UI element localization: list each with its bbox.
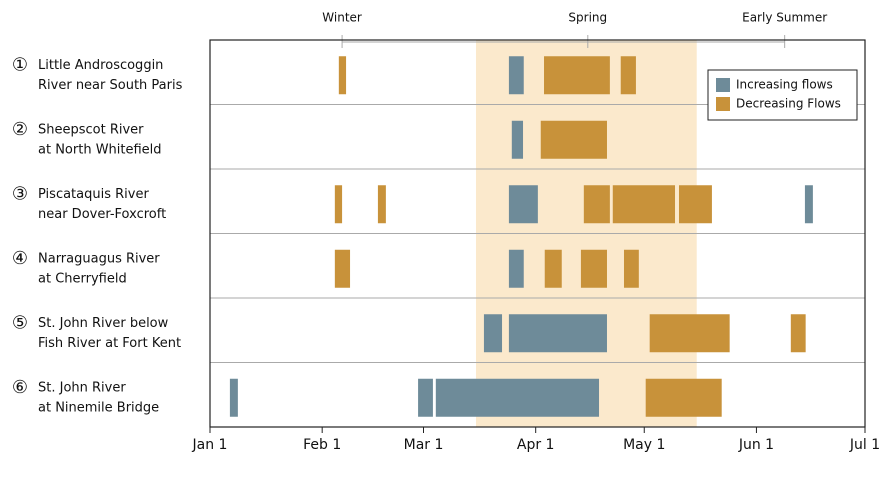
flow-bar bbox=[334, 249, 351, 288]
row-label: at Cherryfield bbox=[38, 271, 127, 286]
x-tick-label: Jan 1 bbox=[192, 437, 228, 453]
flow-bar bbox=[508, 185, 538, 224]
row-number: ④ bbox=[12, 248, 28, 269]
flow-bar bbox=[620, 56, 636, 95]
x-tick-label: May 1 bbox=[623, 437, 665, 453]
flow-bar bbox=[334, 185, 343, 224]
season-label: Winter bbox=[322, 11, 362, 25]
flow-bar bbox=[804, 185, 813, 224]
row-label: Fish River at Fort Kent bbox=[38, 336, 181, 351]
flow-bar bbox=[377, 185, 386, 224]
plot-frame bbox=[209, 39, 866, 428]
row-label: St. John River bbox=[38, 380, 126, 395]
row-number: ③ bbox=[12, 183, 28, 204]
legend-swatch bbox=[716, 78, 730, 92]
row-number: ① bbox=[12, 54, 28, 75]
flow-bar bbox=[508, 56, 524, 95]
row-label: River near South Paris bbox=[38, 78, 183, 93]
flow-bar bbox=[435, 378, 600, 417]
flow-bar bbox=[544, 249, 562, 288]
flow-bar bbox=[580, 249, 607, 288]
season-label: Spring bbox=[568, 11, 607, 25]
flow-bar bbox=[678, 185, 712, 224]
row-number: ⑤ bbox=[12, 312, 28, 333]
flow-bar bbox=[583, 185, 610, 224]
legend-label: Increasing flows bbox=[736, 78, 833, 92]
x-tick-label: Feb 1 bbox=[303, 437, 341, 453]
x-tick-label: Jun 1 bbox=[738, 437, 774, 453]
x-tick-label: Mar 1 bbox=[404, 437, 444, 453]
flow-bar bbox=[418, 378, 433, 417]
row-label: Narraguagus River bbox=[38, 251, 160, 266]
flow-bar bbox=[338, 56, 347, 95]
row-label: at Ninemile Bridge bbox=[38, 400, 159, 415]
flow-bar bbox=[508, 249, 524, 288]
row-label: Little Androscoggin bbox=[38, 58, 163, 73]
flow-bar bbox=[483, 314, 503, 353]
legend-swatch bbox=[716, 97, 730, 111]
row-number: ② bbox=[12, 119, 28, 140]
row-number: ⑥ bbox=[12, 377, 28, 398]
flow-bar bbox=[649, 314, 730, 353]
legend-label: Decreasing Flows bbox=[736, 97, 841, 111]
flow-bar bbox=[229, 378, 238, 417]
row-label: Sheepscot River bbox=[38, 122, 144, 137]
flow-bar bbox=[645, 378, 722, 417]
flow-bar bbox=[612, 185, 676, 224]
x-tick-label: Jul 1 bbox=[849, 437, 880, 453]
row-label: St. John River below bbox=[38, 316, 169, 331]
row-label: at North Whitefield bbox=[38, 142, 162, 157]
flow-bar bbox=[623, 249, 639, 288]
legend-box bbox=[707, 69, 858, 121]
row-label: near Dover-Foxcroft bbox=[38, 207, 166, 222]
flow-bar bbox=[790, 314, 806, 353]
flow-bar bbox=[544, 56, 610, 95]
row-label: Piscataquis River bbox=[38, 187, 149, 202]
x-tick-label: Apr 1 bbox=[517, 437, 555, 453]
flow-bar bbox=[511, 120, 524, 159]
flow-bar bbox=[508, 314, 607, 353]
flow-bar bbox=[540, 120, 607, 159]
season-label: Early Summer bbox=[742, 11, 827, 25]
